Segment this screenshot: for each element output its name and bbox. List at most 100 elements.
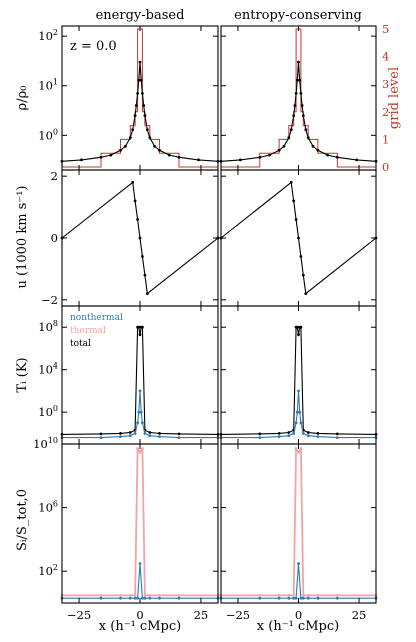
series-total-point-p1-c0 — [136, 218, 140, 221]
xtick-label-p3-c0-1: 0 — [136, 608, 143, 622]
series-total-point-p2-c1 — [306, 431, 310, 434]
series-total-point-p0-c1 — [293, 104, 297, 107]
series-thermal-point-p3-c1 — [299, 447, 303, 451]
ylabel-entropy: Sᵢ/S_tot,0 — [15, 489, 30, 551]
series-nonthermal-point-p2-c1 — [294, 421, 298, 425]
series-total-point-p2-c1 — [297, 333, 300, 337]
series-thermal-point-p3-c1 — [335, 594, 339, 597]
legend-total: total — [70, 339, 91, 349]
series-total-point-p0-c1 — [268, 153, 271, 157]
series-total-point-p0-c1 — [282, 144, 286, 148]
ytick-label-p2-c0-1: 104 — [38, 362, 58, 377]
series-nonthermal-point-p3-c0 — [177, 596, 181, 600]
panel-frame-p3-c1 — [220, 443, 377, 604]
series-thermal-point-p3-c1 — [258, 594, 262, 597]
ytick-label-p2-c0-2: 100 — [38, 404, 58, 419]
grid-level-tick-label-3: 3 — [382, 77, 389, 91]
series-thermal-point-p3-c0 — [177, 594, 181, 597]
series-total-point-p2-c1 — [287, 431, 291, 434]
series-total-point-p2-c0 — [99, 432, 103, 436]
series-total-point-p1-c1 — [294, 218, 298, 221]
series-nonthermal-point-p3-c0 — [136, 596, 140, 600]
series-total-point-p1-c0 — [141, 255, 144, 258]
series-nonthermal-point-p2-c1 — [287, 434, 291, 438]
series-nonthermal-line-p3-c0 — [62, 563, 218, 599]
series-nonthermal-point-p2-c1 — [298, 410, 302, 414]
series-nonthermal-point-p2-c1 — [258, 436, 262, 439]
series-total-point-p0-c0 — [119, 148, 122, 152]
legend-nonthermal: nonthermal — [70, 313, 123, 323]
col-title-left: energy-based — [96, 8, 185, 23]
series-total-point-p0-c0 — [137, 78, 141, 82]
series-total-point-p0-c0 — [128, 136, 132, 140]
series-nonthermal-point-p2-c1 — [316, 435, 320, 438]
series-total-point-p0-c0 — [131, 128, 135, 132]
series-total-point-p1-c0 — [143, 273, 147, 277]
series-total-point-p2-c0 — [148, 431, 152, 434]
series-total-point-p0-c1 — [292, 114, 296, 117]
series-total-point-p1-c1 — [301, 273, 305, 277]
series-nonthermal-point-p3-c1 — [297, 562, 300, 565]
plots-layer: 102 101 100 0 1 2 3 4 5 2 0 −2 108 104 100 1010 106 102 −2… — [33, 22, 389, 622]
series-total-point-p0-c0 — [133, 114, 137, 117]
series-nonthermal-point-p3-c1 — [294, 596, 298, 600]
series-nonthermal-point-p3-c1 — [258, 596, 262, 600]
series-total-point-p0-c0 — [139, 78, 143, 82]
series-total-point-p0-c0 — [148, 136, 152, 140]
series-nonthermal-point-p2-c0 — [158, 435, 161, 438]
series-total-point-p0-c0 — [138, 60, 142, 64]
series-total-point-p2-c0 — [141, 325, 144, 329]
ytick-label-p1-c0-2: −2 — [41, 293, 58, 307]
series-total-point-p0-c0 — [143, 114, 147, 117]
series-thermal-point-p3-c0 — [158, 594, 161, 597]
series-thermal-point-p3-c0 — [148, 594, 152, 597]
series-total-point-p2-c1 — [277, 432, 281, 435]
series-total-point-p0-c1 — [287, 136, 291, 140]
series-total-line-p2-c1 — [220, 326, 377, 435]
series-thermal-point-p3-c0 — [136, 447, 140, 451]
series-nonthermal-point-p2-c0 — [99, 436, 103, 439]
series-nonthermal-point-p3-c0 — [141, 596, 144, 600]
series-nonthermal-point-p2-c1 — [277, 435, 281, 438]
series-nonthermal-point-p2-c0 — [138, 389, 142, 393]
grid-level-tick-label-0: 0 — [382, 160, 389, 174]
series-nonthermal-point-p2-c0 — [139, 410, 143, 414]
series-thermal-point-p3-c0 — [119, 594, 122, 597]
series-thermal-point-p3-c0 — [138, 450, 142, 454]
series-thermal-point-p3-c0 — [99, 594, 103, 597]
ylabel-velocity: u (1000 km s⁻¹) — [15, 186, 30, 289]
series-nonthermal-line-p3-c1 — [221, 563, 376, 599]
ylabel-density: ρ/ρ₀ — [15, 86, 30, 111]
series-nonthermal-point-p3-c0 — [133, 596, 137, 600]
grid-level-step-p0-c1 — [221, 28, 376, 168]
series-nonthermal-point-p3-c1 — [316, 596, 320, 600]
series-nonthermal-point-p2-c1 — [297, 389, 300, 393]
series-nonthermal-point-p2-c0 — [119, 435, 122, 438]
series-nonthermal-point-p3-c0 — [138, 562, 142, 565]
series-total-point-p2-c0 — [177, 432, 181, 436]
series-total-point-p1-c1 — [304, 292, 308, 295]
series-nonthermal-point-p2-c0 — [137, 410, 141, 414]
grid-level-tick-label-2: 2 — [382, 105, 389, 119]
ytick-label-p1-c0-1: 0 — [51, 231, 58, 245]
series-nonthermal-point-p3-c1 — [277, 596, 281, 600]
series-total-point-p2-c0 — [137, 325, 141, 329]
series-total-point-p2-c0 — [128, 431, 132, 434]
series-nonthermal-point-p2-c0 — [133, 432, 137, 435]
series-nonthermal-point-p2-c1 — [306, 434, 310, 438]
series-total-point-p0-c1 — [311, 144, 315, 148]
series-nonthermal-point-p3-c0 — [148, 596, 152, 600]
series-total-point-p0-c0 — [142, 104, 146, 107]
series-total-point-p0-c1 — [304, 128, 308, 132]
series-total-point-p1-c0 — [138, 236, 142, 240]
legend-thermal: thermal — [70, 326, 106, 336]
series-total-point-p0-c1 — [306, 136, 310, 140]
series-nonthermal-point-p3-c0 — [128, 596, 132, 600]
series-total-line-p0-c0 — [61, 62, 219, 162]
ytick-label-p2-c0-0: 108 — [38, 319, 58, 334]
series-nonthermal-point-p3-c0 — [143, 596, 147, 600]
series-total-point-p2-c1 — [316, 432, 320, 435]
series-thermal-point-p3-c0 — [133, 594, 137, 597]
series-total-point-p0-c1 — [258, 155, 262, 159]
